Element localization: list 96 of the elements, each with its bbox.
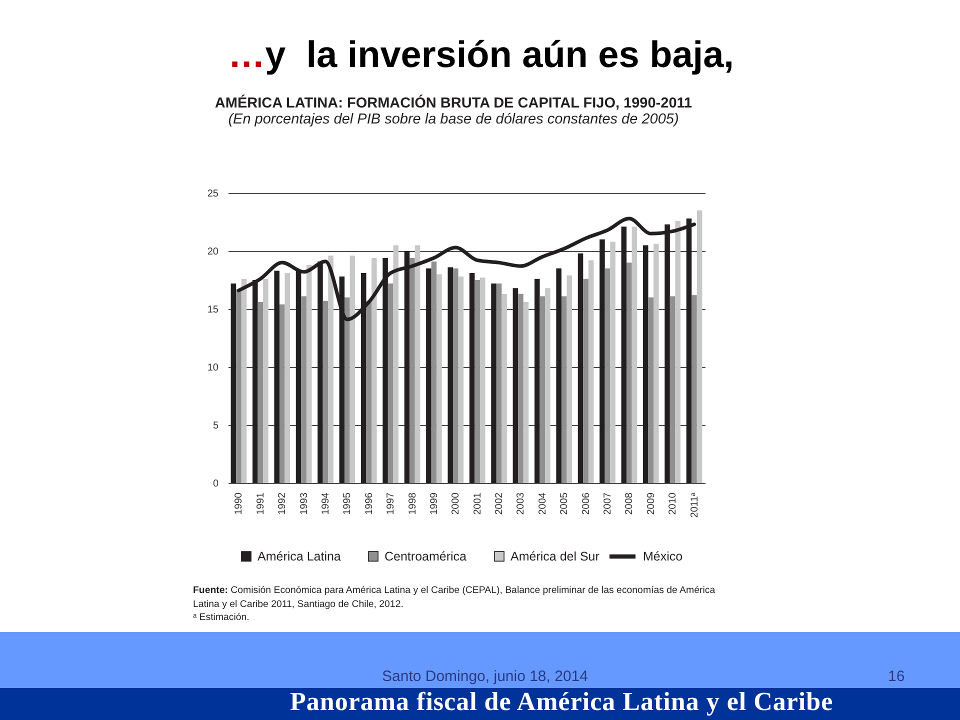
- bar: [388, 283, 394, 483]
- x-tick-label: 1991: [255, 492, 266, 515]
- bar: [583, 278, 588, 483]
- bar: [431, 261, 437, 483]
- x-tick-label: 1992: [277, 492, 288, 515]
- y-tick-label: 25: [207, 188, 219, 200]
- bar: [436, 274, 442, 483]
- bar: [621, 226, 627, 483]
- bar: [496, 283, 502, 483]
- x-tick-label: 1990: [234, 492, 245, 515]
- bar: [410, 258, 415, 483]
- legend-label: México: [643, 550, 683, 564]
- bar: [366, 300, 372, 483]
- text: 16: [888, 668, 905, 685]
- x-tick-label: 2006: [580, 492, 592, 515]
- bar: [263, 278, 268, 483]
- bar: [426, 268, 432, 483]
- bar: [502, 294, 507, 483]
- x-tick-label: 2002: [494, 492, 506, 515]
- bar: [284, 273, 290, 483]
- bar: [512, 288, 518, 483]
- bar: [523, 302, 529, 483]
- legend-label: Centroamérica: [384, 549, 467, 564]
- bar: [480, 278, 486, 483]
- x-tick-label: 1993: [298, 492, 310, 515]
- bar: [626, 262, 632, 483]
- bar: [604, 268, 610, 483]
- bar: [258, 302, 264, 483]
- y-tick-label: 15: [207, 304, 219, 316]
- bar: [491, 283, 496, 483]
- bar: [306, 264, 312, 483]
- bar: [675, 220, 680, 483]
- bar: [534, 278, 540, 483]
- bar: [458, 276, 464, 483]
- bar: [344, 297, 350, 483]
- bar: [696, 210, 702, 483]
- bar: [654, 244, 659, 483]
- bar: [566, 275, 572, 483]
- y-tick-label: 10: [207, 362, 219, 374]
- x-tick-label: 2011ᵃ: [689, 492, 700, 518]
- bar: [372, 258, 377, 483]
- x-tick-label: 2005: [559, 492, 570, 515]
- x-tick-label: 2009: [646, 492, 657, 515]
- x-tick-label: 1996: [364, 492, 375, 515]
- bar: [561, 296, 567, 483]
- bar: [648, 297, 654, 483]
- x-tick-label: 2008: [624, 492, 636, 515]
- bar: [545, 288, 550, 483]
- text: ᵃ Estimación.: [193, 611, 250, 624]
- bar: [692, 295, 697, 483]
- bar: [322, 300, 328, 483]
- text: Santo Domingo, junio 18, 2014: [382, 668, 588, 685]
- x-tick-label: 2010: [668, 492, 679, 515]
- y-tick-label: 0: [212, 478, 219, 490]
- bar: [414, 245, 420, 483]
- x-tick-label: 2003: [516, 492, 527, 515]
- text: Panorama fiscal de América Latina y el Caribe: [290, 687, 834, 717]
- x-tick-label: 1994: [320, 492, 332, 515]
- x-tick-label: 2004: [537, 492, 548, 515]
- y-tick-label: 5: [212, 420, 219, 432]
- bar: [301, 296, 306, 483]
- x-tick-label: 2000: [450, 492, 462, 515]
- bar: [518, 294, 524, 483]
- text: …y la inversión aún es baja,: [227, 34, 735, 76]
- bar: [610, 242, 616, 483]
- x-tick-label: 1997: [386, 492, 397, 515]
- bar: [578, 253, 584, 483]
- bar: [588, 260, 594, 483]
- chart-title: AMÉRICA LATINA: FORMACIÓN BRUTA DE CAPITAL FIJO, 1990-2011: [214, 94, 692, 112]
- y-tick-label: 20: [207, 246, 219, 258]
- bar: [241, 278, 247, 483]
- bar: [642, 245, 648, 483]
- source-note: Fuente: Comisión Económica para América Latina y el Caribe (CEPAL), Balance preliminar de las economías de América Latina y el Caribe 2011, Santiago de Chile, 2012.: [193, 584, 716, 611]
- bar: [670, 296, 676, 483]
- x-tick-label: 2001: [472, 492, 484, 515]
- bar: [393, 245, 398, 483]
- bar: [632, 226, 638, 483]
- x-tick-label: 1998: [407, 492, 418, 515]
- x-tick-label: 2007: [602, 492, 614, 515]
- bar: [236, 289, 242, 483]
- bar: [448, 267, 454, 483]
- bar: [474, 280, 480, 483]
- bar: [600, 239, 605, 483]
- bar: [453, 268, 458, 483]
- bar: [556, 268, 562, 483]
- x-tick-label: 1995: [342, 492, 354, 515]
- legend-label: América Latina: [258, 549, 341, 564]
- bar: [279, 304, 285, 483]
- bar: [540, 296, 546, 483]
- legend-label: América del Sur: [510, 549, 600, 564]
- bar: [328, 256, 334, 483]
- bar: [274, 270, 280, 483]
- bar: [469, 273, 475, 483]
- bar: [350, 256, 356, 483]
- chart-subtitle: (En porcentajes del PIB sobre la base de dólares constantes de 2005): [228, 112, 679, 128]
- x-tick-label: 1999: [428, 492, 440, 515]
